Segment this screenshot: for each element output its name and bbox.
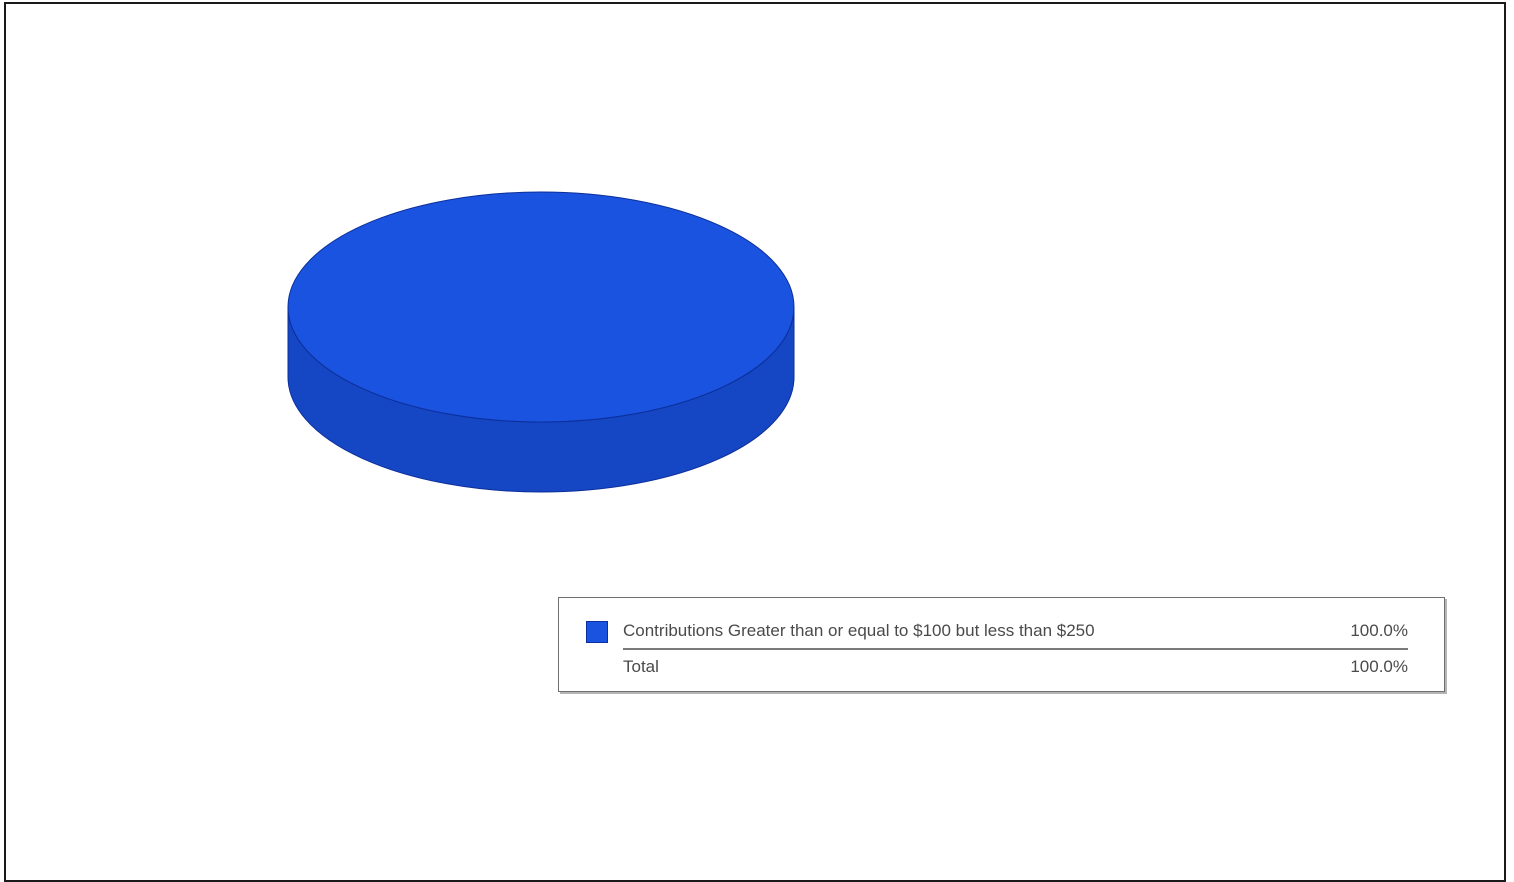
- chart-legend: Contributions Greater than or equal to $…: [558, 597, 1445, 692]
- pie-slice: [287, 191, 795, 423]
- legend-divider: [623, 648, 1408, 650]
- legend-swatch: [586, 621, 608, 643]
- chart-frame: [4, 2, 1506, 882]
- legend-entry-label: Contributions Greater than or equal to $…: [623, 621, 1095, 640]
- legend-entry-value: 100.0%: [1350, 621, 1408, 640]
- legend-entry: Contributions Greater than or equal to $…: [623, 619, 1408, 643]
- legend-total-label: Total: [623, 657, 659, 676]
- legend-total-value: 100.0%: [1350, 657, 1408, 676]
- legend-total: Total 100.0%: [623, 655, 1408, 679]
